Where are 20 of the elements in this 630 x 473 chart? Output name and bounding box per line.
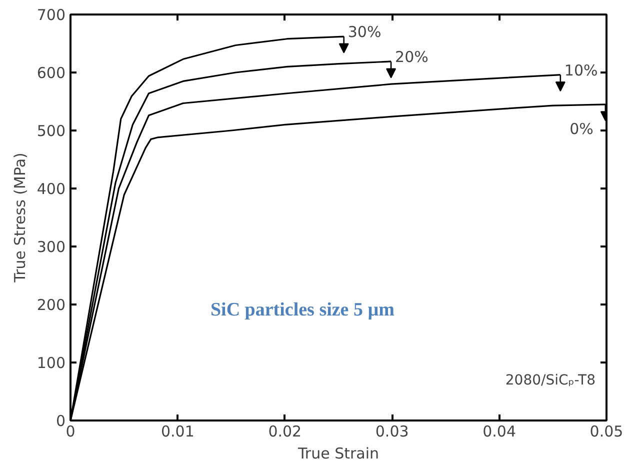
y-tick-label: 500 — [36, 122, 66, 140]
y-tick-label: 300 — [36, 238, 66, 256]
x-tick-label: 0.02 — [268, 422, 302, 440]
y-axis-title: True Stress (MPa) — [10, 152, 29, 284]
y-tick-label: 100 — [36, 354, 66, 372]
annotation: 2080/SiCₚ-T8 — [505, 372, 596, 388]
x-tick-label: 0.01 — [161, 422, 194, 440]
annotation: 30% — [348, 23, 382, 42]
annotation: 20% — [395, 48, 428, 66]
y-tick-label: 400 — [36, 180, 66, 198]
x-tick-label: 0.03 — [375, 422, 409, 440]
y-tick-label: 600 — [36, 64, 66, 82]
y-tick-label: 200 — [36, 296, 66, 314]
annotation: 0% — [570, 120, 594, 138]
y-tick-label: 700 — [36, 6, 66, 24]
x-axis-title: True Strain — [296, 444, 380, 462]
x-tick-label: 0.05 — [590, 422, 624, 440]
x-tick-label: 0.04 — [482, 422, 516, 440]
annotation: 10% — [564, 61, 598, 80]
annotation: SiC particles size 5 µm — [210, 300, 395, 320]
